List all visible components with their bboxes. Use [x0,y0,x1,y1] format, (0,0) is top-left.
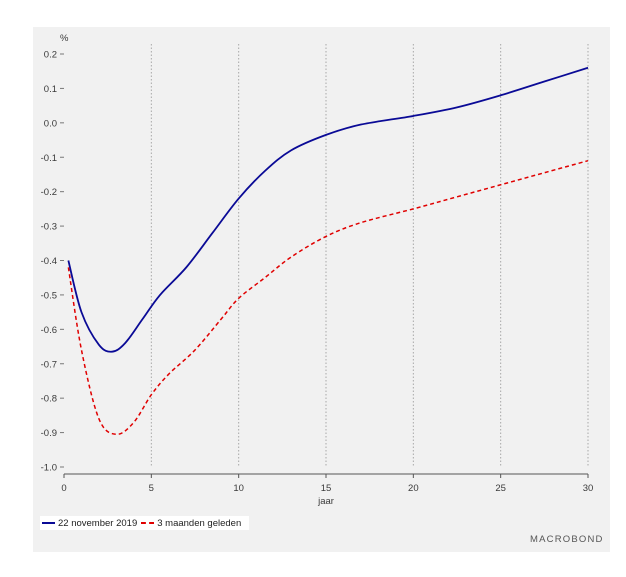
x-axis-ticks: 0 5 10 15 20 25 30 [61,474,593,494]
legend-swatch-solid-blue [42,522,55,524]
series-line-2 [67,159,589,436]
y-tick-label: -0.9 [41,428,57,439]
series-lines [67,66,589,436]
legend-item-series-1: 22 november 2019 [42,518,137,529]
y-tick-label: 0.2 [44,50,57,61]
legend: 22 november 2019 3 maanden geleden [40,516,250,530]
y-tick-label: -0.8 [41,394,57,405]
y-tick-label: -0.2 [41,187,57,198]
y-tick-label: -0.6 [41,325,57,336]
y-tick-label: -0.3 [41,222,57,233]
legend-swatch-dashed-red [141,522,155,524]
x-tick-label: 15 [321,483,332,494]
x-axis-label: jaar [317,496,334,507]
y-axis-ticks: 0.2 0.1 0.0 -0.1 -0.2 -0.3 -0.4 -0.5 -0.6 -0.7 -0.… [41,50,64,474]
series-line-1 [67,66,589,353]
y-tick-label: -0.5 [41,290,57,301]
y-unit-label: % [60,33,69,44]
y-tick-label: -0.7 [41,359,57,370]
y-tick-label: -1.0 [41,463,57,474]
legend-item-series-2: 3 maanden geleden [141,518,241,529]
y-tick-label: 0.1 [44,84,57,95]
x-tick-label: 20 [408,483,419,494]
y-tick-label: 0.0 [44,118,57,129]
x-tick-label: 10 [233,483,244,494]
x-tick-label: 30 [583,483,594,494]
x-tick-label: 5 [149,483,154,494]
macrobond-watermark: MACROBOND [530,534,604,545]
x-tick-label: 0 [61,483,66,494]
x-tick-label: 25 [495,483,506,494]
y-tick-label: -0.4 [41,256,57,267]
chart-panel [33,27,610,552]
y-tick-label: -0.1 [41,153,57,164]
legend-label-series-2: 3 maanden geleden [157,517,242,529]
legend-label-series-1: 22 november 2019 [58,517,138,529]
vertical-gridlines [150,44,589,467]
